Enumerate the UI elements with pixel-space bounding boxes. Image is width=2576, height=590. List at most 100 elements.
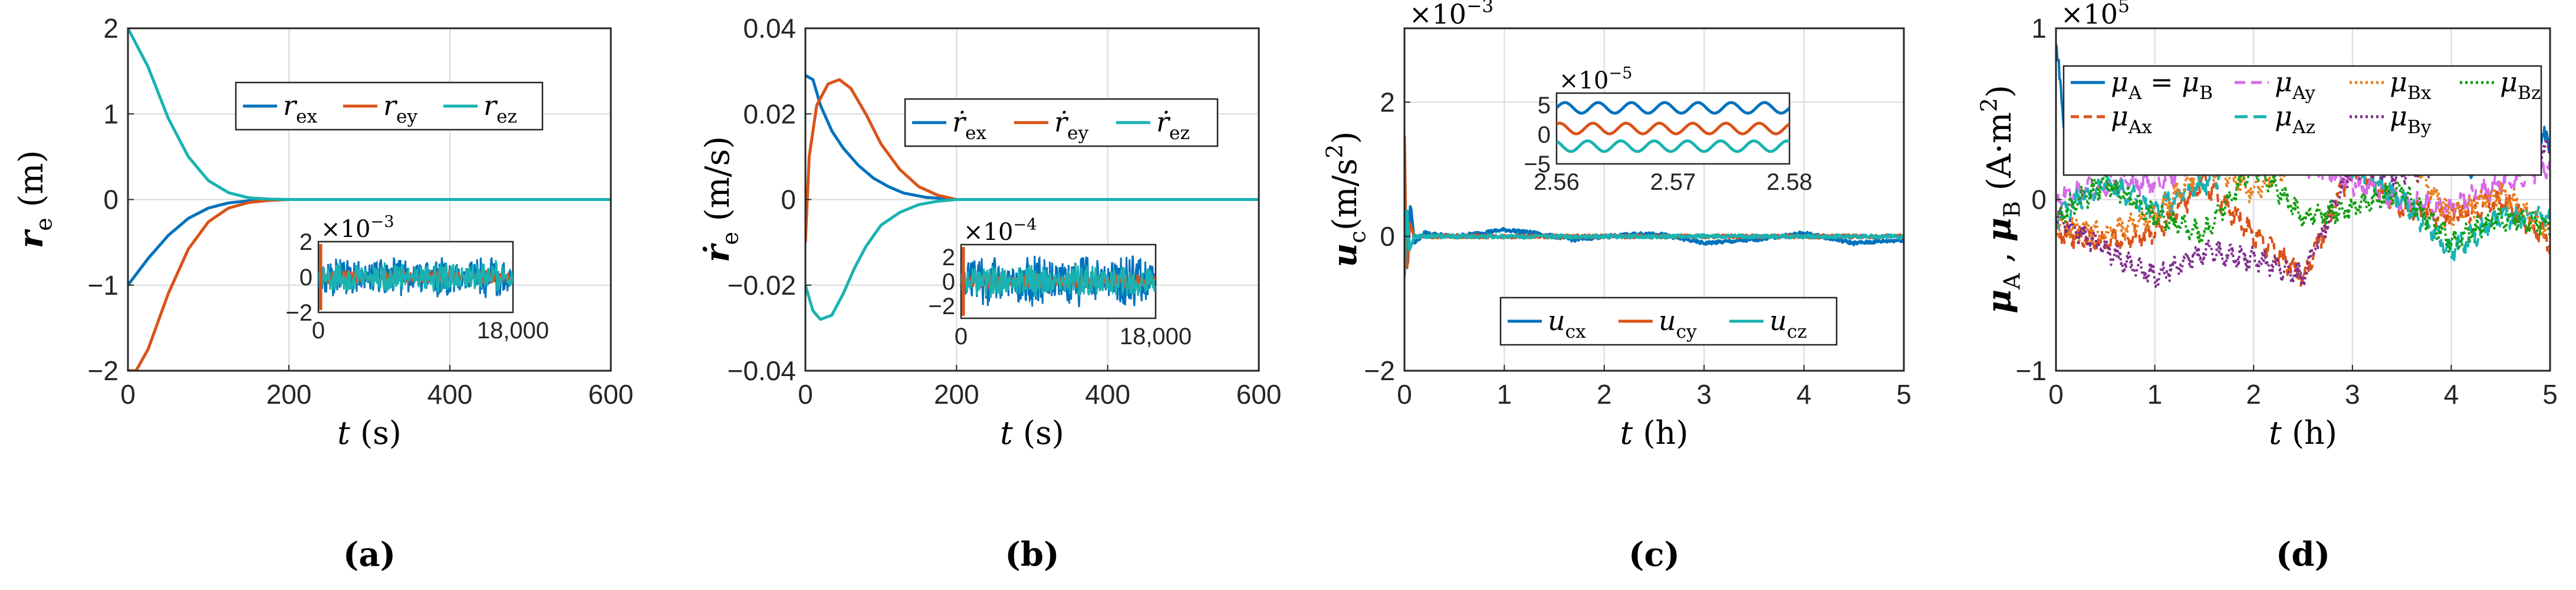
legend-entry: ṙex​: [952, 106, 987, 144]
legend-entry: rey​: [383, 90, 418, 127]
panel-caption: (a): [343, 535, 396, 574]
y-tick-label: −2: [88, 355, 119, 386]
y-tick-label: 2: [103, 13, 119, 44]
x-tick-label: 3: [2345, 379, 2360, 410]
inset-a: 018,000−202×10−3​: [285, 213, 549, 344]
x-tick-label: 1: [2147, 379, 2163, 410]
x-tick-label: 200: [934, 379, 979, 410]
y-axis-label-a: re​ (m): [12, 150, 57, 249]
plot-area: [128, 28, 611, 371]
inset-plot: [961, 247, 1156, 316]
y-tick-label: −0.04: [728, 355, 796, 386]
panel-caption: (c): [1628, 535, 1680, 574]
legend-entry: ucy​: [1659, 305, 1697, 342]
y-tick-label: −2: [1364, 355, 1395, 386]
legend-a: rex​ rey​ rez​: [235, 81, 544, 131]
inset-b: 018,000−202×10−4​: [928, 216, 1192, 350]
inset-x-tick-label: 2.58: [1766, 169, 1812, 195]
y-axis-label-b: ṙe​ (m/s): [698, 136, 743, 262]
y-tick-label: 0: [1380, 221, 1395, 252]
inset-series: [318, 259, 513, 293]
legend-entry: μBz​: [2500, 66, 2541, 104]
x-tick-label: 4: [1797, 379, 1812, 410]
x-tick-label: 600: [1236, 379, 1282, 410]
x-axis-label: t (h): [2269, 414, 2337, 451]
inset-y-tick-label: 0: [300, 265, 312, 291]
x-axis-label: t (s): [1000, 414, 1064, 451]
y-tick-label: 0: [103, 184, 119, 215]
axes-box: [1403, 27, 1905, 372]
legend-box: [1499, 296, 1838, 346]
y-axis-label-c: uc​(m/s2​): [1321, 131, 1370, 268]
x-tick-label: 0: [1397, 379, 1412, 410]
y-tick-label: 1: [2031, 13, 2047, 44]
legend-entry: ṙey​: [1054, 106, 1089, 144]
series-line-7: [2056, 154, 2550, 253]
legend-entry: ucx​: [1548, 305, 1586, 342]
inset-exponent: ×10−5​: [1559, 64, 1633, 94]
panel-caption: (d): [2276, 535, 2330, 574]
y-tick-label: 0: [781, 184, 796, 215]
y-tick-label: 2: [1380, 87, 1395, 117]
inset-x-tick-label: 2.56: [1534, 169, 1580, 195]
legend-c: ucx​ ucy​ ucz​: [1499, 296, 1838, 346]
inset-c: 2.56 2.57 2.58 −5 0 5 ×10−5​: [1524, 64, 1812, 195]
inset-plot: [1557, 101, 1789, 153]
inset-exponent: ×10−3​: [321, 213, 394, 243]
axis-exponent: ×105​: [2061, 0, 2130, 30]
inset-x-tick-label: 18,000: [477, 318, 549, 344]
legend-entry: μAx​: [2111, 100, 2152, 138]
inset-x-tick-label: 0: [955, 324, 968, 350]
inset-exponent: ×10−4​: [963, 216, 1037, 246]
y-tick-label: 0.02: [743, 98, 796, 129]
inset-series: [1557, 121, 1789, 136]
y-axis-label-d: μA​ , μB​ (A·m2​): [1976, 85, 2025, 314]
inset-series: [1557, 101, 1789, 115]
legend-entry: μAy​: [2275, 66, 2315, 104]
series-line-3: [805, 198, 1259, 321]
legend-entry: μBy​: [2390, 100, 2432, 138]
legend-entry: rez​: [483, 90, 517, 127]
inset-box: [1555, 92, 1791, 165]
axis-exponent: ×10−3​: [1409, 0, 1493, 30]
inset-series: [961, 265, 1156, 298]
inset-y-tick-label: −5: [1524, 151, 1551, 177]
legend-box: [2062, 65, 2542, 176]
series-line-3: [128, 28, 611, 201]
inset-x-tick-label: 2.57: [1650, 169, 1696, 195]
legend-entry: μBx​: [2390, 66, 2432, 104]
inset-x-tick-label: 0: [312, 318, 325, 344]
y-tick-label: −1: [2016, 355, 2047, 386]
legend-entry: ucz​: [1769, 305, 1807, 342]
legend-b: ṙex​ ṙey​ ṙez​: [904, 98, 1219, 147]
inset-x-tick-label: 18,000: [1120, 324, 1192, 350]
inset-y-tick-label: 5: [1538, 93, 1551, 118]
legend-box: [904, 98, 1219, 147]
legend-entry: μA​ = μB​: [2111, 66, 2213, 104]
x-tick-label: 400: [1085, 379, 1130, 410]
x-tick-label: 0: [120, 379, 136, 410]
x-tick-label: 4: [2444, 379, 2459, 410]
x-axis-label: t (h): [1620, 414, 1689, 451]
x-tick-label: 400: [427, 379, 473, 410]
inset-plot: [318, 244, 513, 310]
inset-y-tick-label: −2: [928, 294, 955, 319]
plot-area: [805, 74, 1259, 321]
plot-area: [1404, 136, 1904, 277]
legend-entry: ṙez​: [1156, 106, 1190, 144]
inset-y-tick-label: 0: [942, 269, 955, 295]
x-tick-label: 600: [588, 379, 634, 410]
x-axis-label: t (s): [337, 414, 402, 451]
inset-y-tick-label: 2: [942, 245, 955, 271]
legend-box: [235, 81, 544, 131]
y-tick-label: 1: [103, 98, 119, 129]
inset-series: [1557, 139, 1789, 153]
legend-d: μA​ = μB​μAx​ μAy​μAz​ μBx​μBy​ μBz​: [2062, 65, 2542, 176]
x-tick-label: 3: [1696, 379, 1712, 410]
series-line-3: [1404, 209, 1904, 277]
inset-y-tick-label: −2: [285, 300, 312, 326]
